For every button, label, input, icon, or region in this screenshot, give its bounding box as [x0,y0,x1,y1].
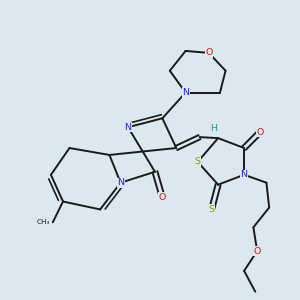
Text: H: H [210,124,217,133]
Text: N: N [241,170,248,179]
Text: O: O [159,193,166,202]
Text: N: N [182,88,189,97]
Text: CH₃: CH₃ [37,219,50,225]
Text: N: N [124,123,131,132]
Text: S: S [195,158,201,166]
Text: O: O [205,48,212,57]
Text: O: O [256,128,264,137]
Text: O: O [254,247,261,256]
Text: S: S [208,205,214,214]
Text: N: N [117,178,124,187]
